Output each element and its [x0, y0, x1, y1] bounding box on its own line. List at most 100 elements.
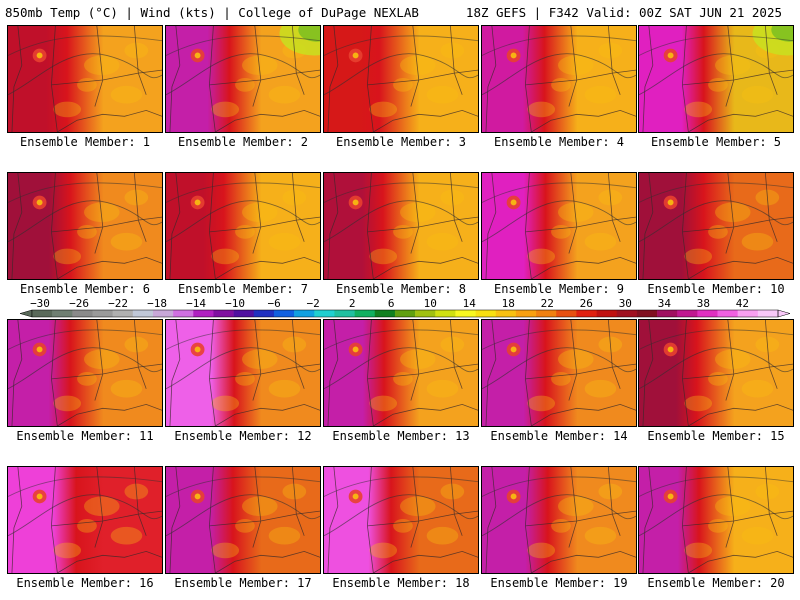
hot-spot: [194, 346, 201, 353]
warm-patch: [400, 349, 436, 370]
colorbar-swatch: [657, 310, 678, 317]
ensemble-member-map: [323, 25, 479, 133]
warm-patch: [741, 232, 774, 251]
warm-patch: [684, 248, 713, 265]
model-run-info: 18Z GEFS | F342 Valid: 00Z SAT JUN 21 20…: [465, 5, 782, 20]
height-contour: [166, 182, 320, 203]
temperature-colorbar: −30 −26 −22 −18 −14 −10 −6 −2 2 6 10 14 18 22 26 30 34 38…: [20, 297, 790, 318]
height-contour: [482, 53, 636, 96]
state-borders: [485, 26, 636, 132]
warm-patch: [77, 78, 97, 92]
height-contour: [482, 329, 636, 350]
height-contour: [639, 329, 793, 350]
hot-spot: [36, 346, 43, 353]
colorbar-tick-label: 10: [424, 297, 437, 310]
state-borders: [169, 467, 320, 573]
colorbar-tick-label: 18: [502, 297, 515, 310]
colorbar-swatch: [677, 310, 698, 317]
warm-patch: [235, 372, 255, 386]
member-label: Ensemble Member: 13: [332, 429, 470, 443]
colorbar-tick-label: 2: [349, 297, 356, 310]
height-contour: [324, 35, 478, 56]
member-label: Ensemble Member: 19: [490, 576, 628, 590]
colorbar-swatch: [576, 310, 597, 317]
colorbar-swatch: [455, 310, 476, 317]
hot-spot: [194, 199, 201, 206]
warm-patch: [584, 232, 617, 251]
ensemble-member-map: [165, 172, 321, 280]
warm-patch: [235, 519, 255, 533]
ensemble-member-map: [323, 172, 479, 280]
height-contour: [639, 494, 793, 537]
colorbar-tick-label: −6: [268, 297, 281, 310]
warm-patch: [53, 248, 82, 265]
colorbar-swatch: [394, 310, 416, 317]
height-contour: [166, 329, 320, 350]
warm-patch: [551, 519, 571, 533]
hot-spot: [510, 493, 517, 500]
warm-patch: [235, 225, 255, 239]
warm-patch: [369, 248, 398, 265]
map-title: 850mb Temp (°C) | Wind (kts) | College o…: [5, 5, 419, 20]
colorbar-swatch: [213, 310, 234, 317]
colorbar-tick-label: 30: [619, 297, 632, 310]
warm-patch: [708, 225, 728, 239]
warm-patch: [715, 496, 751, 517]
colorbar-swatch: [112, 310, 134, 317]
hot-spot: [352, 199, 359, 206]
state-borders: [11, 26, 162, 132]
ensemble-member-map: [481, 319, 637, 427]
height-contour: [482, 200, 636, 243]
colorbar-swatch: [72, 310, 93, 317]
height-contour: [8, 35, 162, 56]
colorbar-tick-label: 38: [697, 297, 710, 310]
warm-patch: [53, 542, 82, 559]
warm-patch: [268, 232, 301, 251]
warm-patch: [235, 78, 255, 92]
height-contour: [324, 182, 478, 203]
height-contour: [8, 347, 162, 390]
colorbar-swatch: [415, 310, 436, 317]
height-contour: [166, 494, 320, 537]
height-contour: [482, 347, 636, 390]
cool-patch: [298, 26, 320, 42]
warm-patch: [558, 349, 594, 370]
colorbar-swatch: [596, 310, 618, 317]
colorbar-swatch: [737, 310, 759, 317]
ensemble-member-map: [7, 25, 163, 133]
height-contour: [639, 53, 793, 96]
height-contour: [8, 494, 162, 537]
member-label: Ensemble Member: 16: [16, 576, 154, 590]
warm-patch: [426, 526, 459, 545]
warm-patch: [558, 496, 594, 517]
warm-patch: [426, 232, 459, 251]
colorbar-tick-label: −14: [186, 297, 206, 310]
hot-spot: [36, 199, 43, 206]
colorbar-swatch: [374, 310, 396, 317]
warm-patch: [393, 519, 413, 533]
state-borders: [642, 320, 793, 426]
colorbar-arrow-low: [20, 309, 33, 318]
member-label: Ensemble Member: 6: [19, 282, 151, 296]
hot-spot: [194, 493, 201, 500]
hot-spot: [667, 346, 674, 353]
colorbar-swatch: [334, 310, 355, 317]
height-contour: [324, 476, 478, 497]
warm-patch: [715, 202, 751, 223]
height-contour: [639, 182, 793, 203]
height-contour: [166, 347, 320, 390]
colorbar-swatch: [717, 310, 738, 317]
hot-spot: [352, 52, 359, 59]
warm-patch: [426, 379, 459, 398]
hot-spot: [510, 52, 517, 59]
colorbar-swatch: [314, 310, 335, 317]
warm-patch: [53, 395, 82, 412]
height-contour: [324, 53, 478, 96]
colorbar-swatch: [193, 310, 214, 317]
height-contour: [8, 476, 162, 497]
warm-patch: [684, 542, 713, 559]
height-contour: [639, 200, 793, 243]
warm-patch: [211, 248, 240, 265]
colorbar-outline: [31, 309, 779, 318]
hot-spot: [352, 346, 359, 353]
